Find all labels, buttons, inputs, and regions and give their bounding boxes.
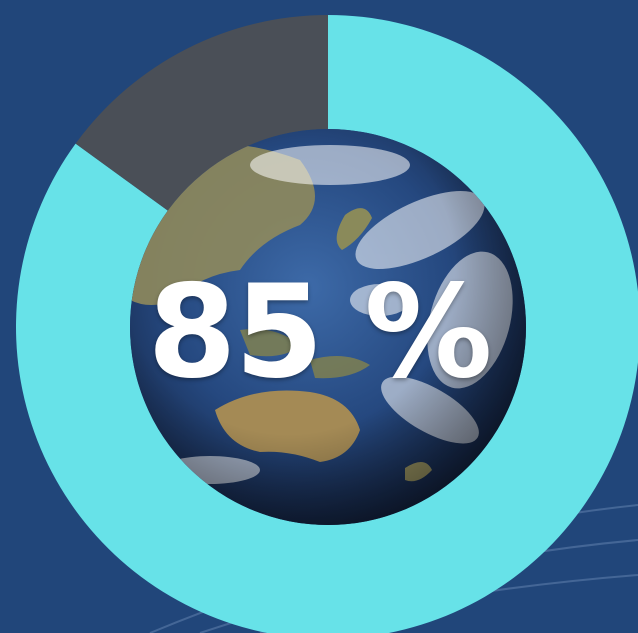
donut-slice-filled (16, 15, 638, 633)
donut-slice-remainder (75, 15, 328, 211)
earth-globe-image (130, 129, 526, 525)
donut-slices (16, 15, 638, 633)
percentage-value-label: 85 % (147, 258, 493, 407)
